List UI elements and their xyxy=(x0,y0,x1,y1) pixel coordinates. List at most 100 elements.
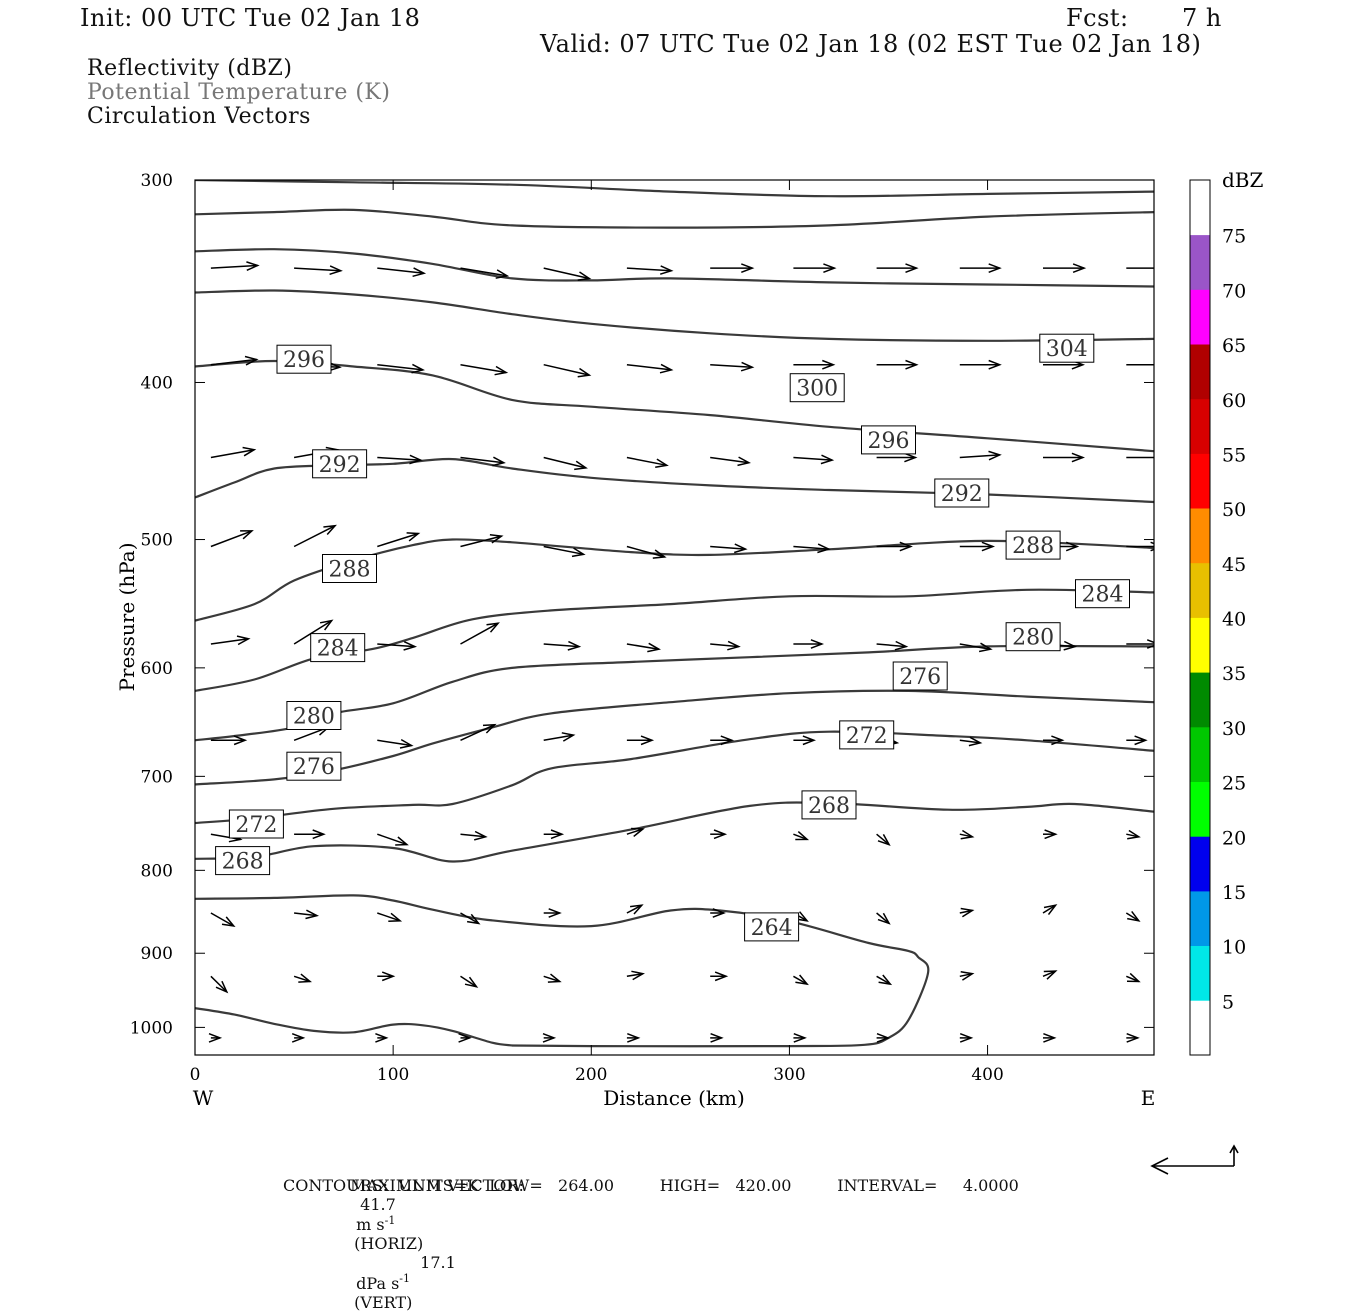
contour-label-text: 296 xyxy=(868,429,910,454)
contour-label-text: 292 xyxy=(319,453,361,478)
contour-label: 276 xyxy=(286,751,342,781)
vector-head xyxy=(727,640,741,651)
vector-head xyxy=(215,980,229,994)
colorbar-level-label: 60 xyxy=(1222,390,1246,412)
vector-shaft xyxy=(377,833,408,846)
circulation-vector xyxy=(793,543,831,554)
vector-shaft xyxy=(460,622,499,645)
contour-label-text: 292 xyxy=(941,482,983,507)
theta-contour-layer xyxy=(195,180,1154,1048)
contour-label-box xyxy=(215,846,271,876)
init-time: Init: 00 UTC Tue 02 Jan 18 xyxy=(80,4,421,32)
colorbar-level-label: 35 xyxy=(1222,663,1246,685)
vector-shaft xyxy=(1125,912,1140,922)
horiz-exponent: -1 xyxy=(384,1214,396,1227)
theta-contour-300 xyxy=(195,208,1154,229)
dbz-colorbar: 5 10 15 20 25 30 35 40 45 50 55 60 65 70 75 xyxy=(1189,179,1246,1056)
theta-contour-288 xyxy=(195,359,1154,453)
theta-contour-264 xyxy=(195,730,1154,825)
circulation-vector xyxy=(710,1032,724,1043)
circulation-vector xyxy=(293,973,312,983)
vector-head xyxy=(486,622,500,633)
vector-head xyxy=(458,1032,472,1043)
vector-shaft xyxy=(626,643,660,650)
contour-label-text: 272 xyxy=(235,813,277,838)
circulation-vector xyxy=(377,267,427,278)
circulation-vector xyxy=(377,738,414,749)
y-tick-label: 400 xyxy=(141,373,173,393)
horiz-tag: (HORIZ) xyxy=(354,1234,424,1254)
vector-head xyxy=(905,359,919,370)
circulation-vector xyxy=(377,454,423,465)
vector-head xyxy=(494,365,509,376)
contour-label-box xyxy=(892,661,948,691)
vector-head xyxy=(406,532,421,542)
vector-head xyxy=(960,829,975,840)
vector-shaft xyxy=(293,619,333,645)
colorbar-level-label: 45 xyxy=(1222,554,1246,576)
vector-head xyxy=(542,1032,557,1043)
vector-head xyxy=(571,547,586,558)
vector-head xyxy=(968,736,983,747)
vector-shaft xyxy=(210,833,241,841)
circulation-vector xyxy=(793,831,810,841)
vector-head xyxy=(627,1032,641,1043)
max-horiz-value: 41.7 xyxy=(360,1195,396,1214)
circulation-vector xyxy=(208,1032,223,1043)
vector-head xyxy=(547,973,562,983)
circulation-vector xyxy=(210,261,260,271)
vector-head xyxy=(876,1032,891,1043)
contour-label-text: 304 xyxy=(1046,337,1088,362)
vector-shaft xyxy=(293,975,311,983)
vector-head xyxy=(988,359,1002,370)
vector-head xyxy=(489,534,504,544)
circulation-vector xyxy=(1043,263,1087,274)
circulation-vector xyxy=(460,363,509,376)
colorbar-level-label: 40 xyxy=(1222,609,1246,631)
circulation-vector xyxy=(460,456,506,467)
vector-shaft xyxy=(1042,904,1056,914)
vector-shaft xyxy=(543,456,587,469)
theta-contour-280 xyxy=(195,538,1154,622)
vector-shaft xyxy=(377,363,423,371)
contour-label: 264 xyxy=(744,912,800,942)
circulation-vector xyxy=(626,456,669,469)
vector-head xyxy=(878,974,893,986)
vector-head xyxy=(1146,639,1154,649)
colorbar-segment xyxy=(1190,344,1210,400)
circulation-vector xyxy=(793,974,809,986)
vector-head xyxy=(740,361,755,372)
vector-head xyxy=(659,265,674,275)
circulation-vector xyxy=(876,541,913,552)
contour-label-text: 284 xyxy=(317,637,359,662)
contour-label-text: 280 xyxy=(293,705,335,730)
vector-shaft xyxy=(210,912,235,927)
contour-label-text: 276 xyxy=(899,665,941,690)
vector-head xyxy=(409,454,423,465)
vector-head xyxy=(631,970,645,981)
circulation-vector xyxy=(293,619,334,645)
vector-head xyxy=(312,829,326,840)
circulation-vector xyxy=(210,446,257,459)
vector-shaft xyxy=(377,267,425,275)
circulation-vector xyxy=(377,971,396,982)
vector-head xyxy=(319,619,334,631)
reference-vector-icon xyxy=(1150,1144,1239,1175)
colorbar-level-label: 70 xyxy=(1222,280,1246,302)
colorbar-segment xyxy=(1190,398,1210,454)
vector-shaft xyxy=(460,535,502,548)
contour-label-box xyxy=(310,633,366,663)
circulation-vector xyxy=(626,642,661,653)
vector-head xyxy=(822,359,836,370)
vector-head xyxy=(894,640,909,651)
circulation-vector xyxy=(793,639,825,649)
vector-head xyxy=(328,361,342,372)
circulation-vector xyxy=(210,355,259,366)
circulation-vector xyxy=(294,265,343,276)
legend-reflectivity: Reflectivity (dBZ) xyxy=(87,56,293,81)
x-axis-east-label: E xyxy=(1141,1086,1156,1110)
contour-label-box xyxy=(1075,579,1130,609)
contour-label-text: 288 xyxy=(329,558,371,583)
contour-label-text: 300 xyxy=(796,377,838,402)
vector-shaft xyxy=(626,904,643,914)
